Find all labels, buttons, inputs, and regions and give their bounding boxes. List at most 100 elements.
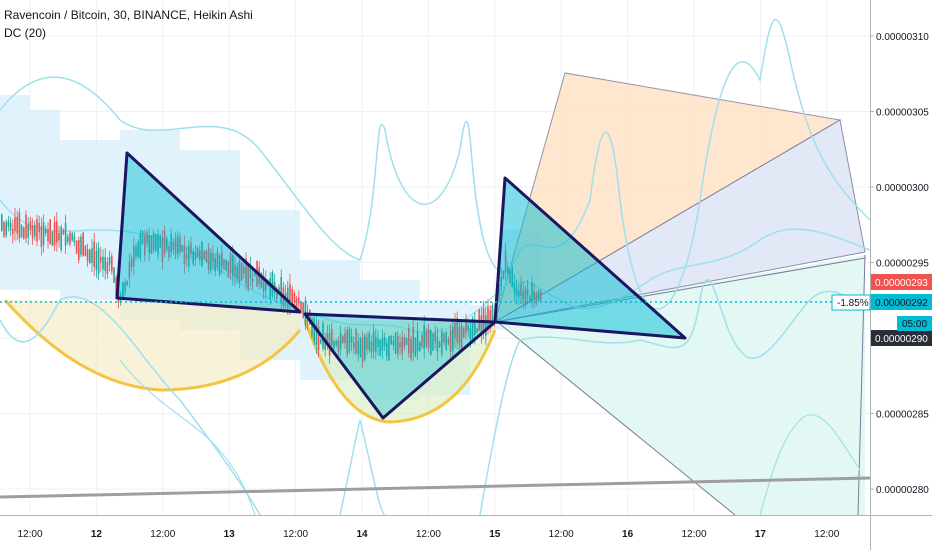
pct-tag bbox=[831, 294, 871, 311]
candle-body bbox=[102, 256, 104, 270]
candle-body bbox=[313, 318, 315, 342]
y-tick-label: 0.00000310 bbox=[876, 32, 929, 43]
candle-body bbox=[403, 337, 406, 347]
candle-body bbox=[287, 287, 289, 309]
candle-body bbox=[386, 342, 388, 356]
band-line-lower bbox=[0, 279, 870, 515]
candle-body bbox=[126, 280, 128, 286]
x-tick-label: 15 bbox=[489, 529, 501, 540]
candle-body bbox=[155, 234, 157, 251]
pct-tag-text: -1.85% bbox=[837, 298, 869, 309]
candle-body bbox=[317, 326, 320, 350]
candle-body bbox=[42, 222, 45, 246]
candle-body bbox=[454, 322, 456, 339]
x-tick-label: 12:00 bbox=[814, 529, 839, 540]
candle-body bbox=[69, 232, 71, 245]
countdown-tag-text: 05:00 bbox=[902, 319, 927, 330]
candle-body bbox=[183, 245, 186, 265]
y-axis[interactable]: 0.00000310 0.00000305 0.00000300 0.00000295… bbox=[870, 32, 929, 496]
candle-body bbox=[315, 324, 318, 345]
candle-body bbox=[179, 237, 181, 253]
candle-body bbox=[377, 338, 379, 347]
candle-body bbox=[7, 220, 10, 227]
indicator-label[interactable]: DC (20) bbox=[4, 26, 47, 40]
candle-body bbox=[372, 331, 375, 352]
candle-body bbox=[467, 325, 469, 331]
candle-body bbox=[185, 254, 188, 259]
candle-body bbox=[469, 328, 472, 341]
pattern-triangles bbox=[115, 151, 687, 420]
candle-body bbox=[194, 252, 197, 260]
candle-body bbox=[108, 257, 111, 265]
candle-body bbox=[238, 261, 241, 283]
candle-body bbox=[265, 279, 267, 291]
candle-body bbox=[113, 267, 115, 283]
x-tick-label: 12:00 bbox=[549, 529, 574, 540]
candle-body bbox=[181, 245, 183, 252]
candle-body bbox=[247, 264, 249, 290]
candle-body bbox=[227, 261, 230, 278]
candle-body bbox=[463, 327, 465, 337]
candle-body bbox=[401, 337, 403, 354]
candle-body bbox=[412, 326, 414, 353]
candle-body bbox=[14, 217, 16, 232]
candle-body bbox=[53, 222, 56, 246]
candle-body bbox=[364, 335, 366, 360]
x-tick-label: 12 bbox=[91, 529, 103, 540]
candle-body bbox=[300, 302, 302, 311]
candle-body bbox=[115, 277, 117, 296]
y-tick-label: 0.00000295 bbox=[876, 259, 929, 270]
symbol-title[interactable]: Ravencoin / Bitcoin, 30, BINANCE, Heikin… bbox=[4, 8, 253, 22]
candle-body bbox=[342, 336, 344, 343]
price-tags: 0.00000293 -1.85% 0.00000292 0.00000290 … bbox=[831, 274, 932, 346]
candle-body bbox=[221, 252, 223, 267]
candle-body bbox=[201, 241, 203, 267]
candle-body bbox=[324, 339, 326, 350]
band-line-mid bbox=[0, 199, 870, 334]
candle-body bbox=[361, 337, 364, 362]
candle-body bbox=[40, 226, 43, 247]
candle-body bbox=[234, 264, 236, 278]
candle-body bbox=[106, 261, 109, 274]
candle-body bbox=[335, 341, 337, 346]
candle-body bbox=[357, 340, 359, 354]
candle-body bbox=[271, 272, 274, 296]
x-tick-label: 14 bbox=[356, 529, 368, 540]
x-axis[interactable]: 12:00 12 12:00 13 12:00 14 12:00 15 12:00 16 12:00… bbox=[17, 529, 839, 540]
candle-body bbox=[210, 252, 212, 271]
candle-body bbox=[309, 309, 311, 325]
candle-body bbox=[5, 222, 7, 236]
triangle-1 bbox=[115, 151, 302, 314]
candle-body bbox=[260, 273, 263, 288]
candle-body bbox=[161, 237, 164, 262]
cup-right-fill bbox=[305, 320, 495, 422]
candle-body bbox=[64, 223, 67, 246]
candle-body bbox=[445, 332, 447, 350]
candle-body bbox=[9, 222, 12, 231]
candle-body bbox=[326, 332, 329, 342]
candle-body bbox=[480, 315, 483, 337]
candle-body bbox=[419, 341, 421, 351]
candle-body bbox=[370, 341, 373, 353]
candle-body bbox=[91, 248, 93, 263]
candle-body bbox=[491, 305, 494, 321]
candle-body bbox=[168, 245, 170, 258]
candle-body bbox=[135, 246, 137, 257]
candle-body bbox=[350, 336, 353, 343]
candle-body bbox=[47, 228, 49, 242]
candle-body bbox=[438, 341, 441, 348]
candle-body bbox=[62, 229, 65, 235]
candle-body bbox=[388, 336, 390, 361]
candle-body bbox=[225, 260, 227, 272]
candle-body bbox=[34, 225, 36, 237]
current-price-tag-text: 0.00000292 bbox=[875, 298, 928, 309]
candle-body bbox=[67, 236, 69, 242]
candle-body bbox=[298, 297, 300, 304]
candle-body bbox=[20, 225, 23, 237]
candle-body bbox=[339, 333, 342, 349]
candle-body bbox=[203, 251, 205, 259]
y-tick-label: 0.00000305 bbox=[876, 108, 929, 119]
candle-body bbox=[399, 342, 401, 348]
candle-body bbox=[223, 259, 225, 270]
